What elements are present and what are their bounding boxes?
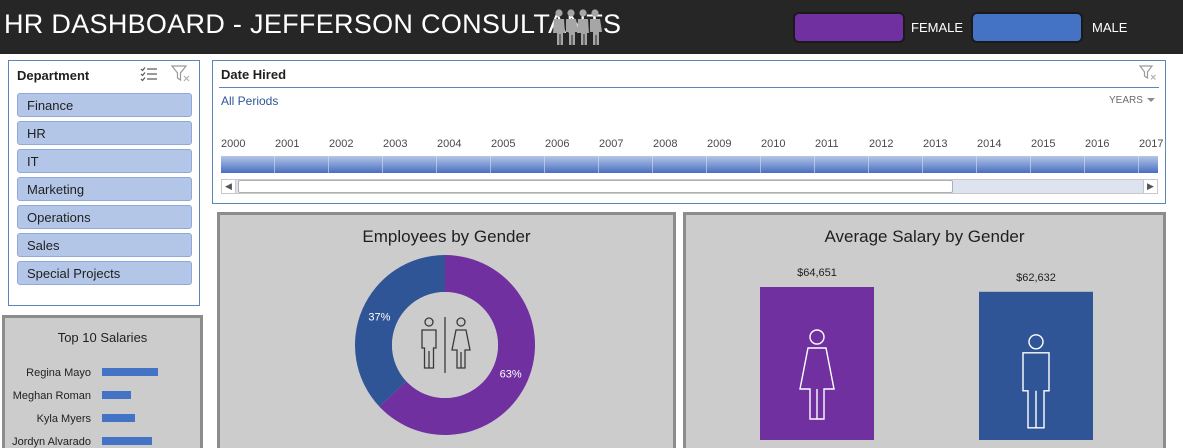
timeline-year-divider	[1138, 156, 1139, 173]
timeline-year-divider	[490, 156, 491, 173]
timeline-year-divider	[814, 156, 815, 173]
legend-female-label: FEMALE	[911, 20, 964, 35]
donut-slice-male[interactable]	[355, 255, 445, 407]
timeline-scroll-thumb[interactable]	[238, 180, 953, 193]
timeline-year-2016[interactable]: 2016	[1085, 138, 1110, 150]
timeline-year-2014[interactable]: 2014	[977, 138, 1002, 150]
restroom-icon	[421, 317, 471, 373]
legend-female-swatch	[793, 12, 905, 43]
timeline-year-2000[interactable]: 2000	[221, 138, 246, 150]
timeline-year-2001[interactable]: 2001	[275, 138, 300, 150]
top-salary-bar[interactable]	[102, 437, 152, 445]
timeline-divider	[219, 87, 1159, 88]
timeline-year-divider	[382, 156, 383, 173]
timeline-year-2012[interactable]: 2012	[869, 138, 894, 150]
legend-male-label: MALE	[1092, 20, 1128, 35]
donut-slice-female[interactable]	[379, 255, 535, 435]
department-list: Finance HR IT Marketing Operations Sales…	[17, 93, 192, 289]
timeline-year-divider	[436, 156, 437, 173]
top-salary-bar[interactable]	[102, 368, 158, 376]
clear-filter-icon[interactable]	[171, 65, 191, 83]
people-group-icon	[553, 9, 602, 45]
timeline-level-label: YEARS	[1109, 95, 1143, 106]
timeline-year-divider	[868, 156, 869, 173]
timeline-year-labels: 2000 2001 2002 2003 2004 2005 2006 2007 2008 2009…	[221, 138, 1164, 154]
timeline-year-divider	[328, 156, 329, 173]
timeline-year-2015[interactable]: 2015	[1031, 138, 1056, 150]
department-item-it[interactable]: IT	[17, 149, 192, 173]
timeline-year-divider	[274, 156, 275, 173]
timeline-year-2002[interactable]: 2002	[329, 138, 354, 150]
dashboard-header: HR DASHBOARD - JEFFERSON CONSULTANTS FEM…	[0, 0, 1183, 54]
scroll-right-arrow-icon[interactable]: ▶	[1143, 180, 1157, 193]
top-salary-name: Kyla Myers	[37, 413, 92, 425]
department-item-operations[interactable]: Operations	[17, 205, 192, 229]
top-10-salaries-chart: Regina Mayo Meghan Roman Kyla Myers Jordyn …	[12, 367, 158, 448]
department-item-hr[interactable]: HR	[17, 121, 192, 145]
average-salary-by-gender-chart: $64,651 $62,632	[760, 267, 1093, 440]
timeline-year-divider	[652, 156, 653, 173]
top-salary-name: Jordyn Alvarado	[12, 436, 91, 448]
timeline-year-divider	[1030, 156, 1031, 173]
timeline-scrollbar[interactable]: ◀ ▶	[221, 179, 1158, 194]
timeline-year-2004[interactable]: 2004	[437, 138, 462, 150]
multi-select-icon[interactable]	[140, 66, 158, 82]
donut-label-female: 63%	[500, 368, 522, 380]
timeline-year-2009[interactable]: 2009	[707, 138, 732, 150]
employees-by-gender-card: Employees by Gender 63% 37%	[217, 212, 676, 448]
timeline-year-2008[interactable]: 2008	[653, 138, 678, 150]
average-salary-by-gender-card: Average Salary by Gender $64,651 $62,632	[683, 212, 1166, 448]
salary-label-female: $64,651	[797, 267, 837, 279]
employees-by-gender-title: Employees by Gender	[362, 227, 531, 246]
female-figure-icon	[799, 329, 835, 420]
timeline-clear-filter-icon[interactable]	[1139, 65, 1157, 81]
timeline-year-2007[interactable]: 2007	[599, 138, 624, 150]
timeline-year-2006[interactable]: 2006	[545, 138, 570, 150]
top-salary-name: Regina Mayo	[26, 367, 91, 379]
department-item-marketing[interactable]: Marketing	[17, 177, 192, 201]
timeline-year-divider	[976, 156, 977, 173]
department-item-special-projects[interactable]: Special Projects	[17, 261, 192, 285]
top-salary-name: Meghan Roman	[13, 390, 91, 402]
top-10-salaries-title: Top 10 Salaries	[57, 330, 148, 345]
dashboard-title: HR DASHBOARD - JEFFERSON CONSULTANTS	[4, 9, 622, 39]
department-slicer-header: Department	[17, 68, 90, 83]
top-10-salaries-card: Top 10 Salaries Regina Mayo Meghan Roman K…	[2, 315, 203, 448]
timeline-year-2005[interactable]: 2005	[491, 138, 516, 150]
timeline-year-divider	[760, 156, 761, 173]
timeline-level-dropdown[interactable]: YEARS	[1109, 95, 1155, 106]
timeline-year-divider	[922, 156, 923, 173]
timeline-year-divider	[706, 156, 707, 173]
male-figure-icon	[1022, 334, 1050, 429]
top-salary-bar[interactable]	[102, 414, 135, 422]
employees-by-gender-chart: 63% 37%	[355, 255, 535, 435]
timeline-year-2011[interactable]: 2011	[815, 138, 839, 150]
legend-male-swatch	[971, 12, 1083, 43]
timeline-period-label: All Periods	[221, 94, 279, 108]
average-salary-by-gender-title: Average Salary by Gender	[824, 227, 1025, 246]
donut-label-male: 37%	[368, 312, 390, 324]
department-slicer: Department Finance HR IT Marketing Opera…	[8, 60, 200, 306]
timeline-year-divider	[1084, 156, 1085, 173]
timeline-year-2017[interactable]: 2017	[1139, 138, 1164, 150]
department-item-finance[interactable]: Finance	[17, 93, 192, 117]
salary-label-male: $62,632	[1016, 272, 1056, 284]
timeline-year-divider	[544, 156, 545, 173]
timeline-year-divider	[598, 156, 599, 173]
department-item-sales[interactable]: Sales	[17, 233, 192, 257]
timeline-year-2003[interactable]: 2003	[383, 138, 408, 150]
timeline-selection-bar[interactable]	[221, 156, 1158, 173]
timeline-year-2010[interactable]: 2010	[761, 138, 786, 150]
top-salary-bar[interactable]	[102, 391, 131, 399]
scroll-left-arrow-icon[interactable]: ◀	[222, 180, 236, 193]
chevron-down-icon	[1146, 98, 1155, 103]
timeline-year-2013[interactable]: 2013	[923, 138, 948, 150]
date-hired-timeline: Date Hired All Periods YEARS 2000 2001 200…	[212, 60, 1166, 204]
timeline-title: Date Hired	[221, 67, 287, 82]
